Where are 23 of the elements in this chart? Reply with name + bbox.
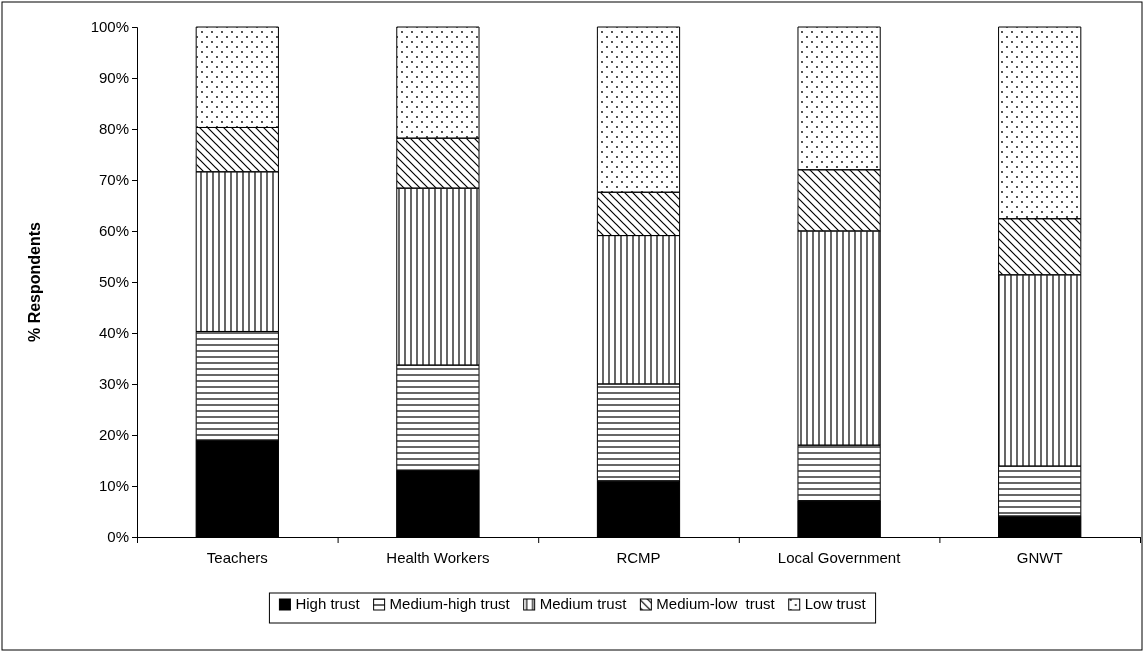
legend-label: Medium trust bbox=[539, 595, 628, 612]
y-tick-label: 70% bbox=[98, 171, 129, 189]
y-tick-label: 20% bbox=[98, 426, 129, 444]
y-tick-label: 100% bbox=[90, 18, 129, 36]
y-axis-title: % Respondents bbox=[26, 221, 43, 343]
bar bbox=[596, 383, 681, 482]
legend-label: Low trust bbox=[804, 595, 867, 612]
y-tick-label: 40% bbox=[98, 324, 129, 342]
y-tick-label: 30% bbox=[98, 375, 129, 393]
legend-label: Medium-low trust bbox=[656, 595, 776, 612]
x-tick-label: RCMP bbox=[616, 549, 661, 566]
y-tick-label: 0% bbox=[107, 528, 129, 546]
y-tick-label: 10% bbox=[98, 477, 129, 495]
x-tick-label: Local Government bbox=[777, 549, 902, 566]
x-tick-label: Teachers bbox=[206, 549, 268, 566]
y-tick-label: 90% bbox=[98, 69, 129, 87]
x-tick-label: Health Workers bbox=[386, 549, 490, 566]
legend-label: High trust bbox=[295, 595, 361, 612]
y-tick-label: 80% bbox=[98, 120, 129, 138]
legend-label: Medium-high trust bbox=[389, 595, 511, 612]
y-tick-label: 60% bbox=[98, 222, 129, 240]
y-tick-label: 50% bbox=[98, 273, 129, 291]
x-tick-label: GNWT bbox=[1016, 549, 1063, 566]
